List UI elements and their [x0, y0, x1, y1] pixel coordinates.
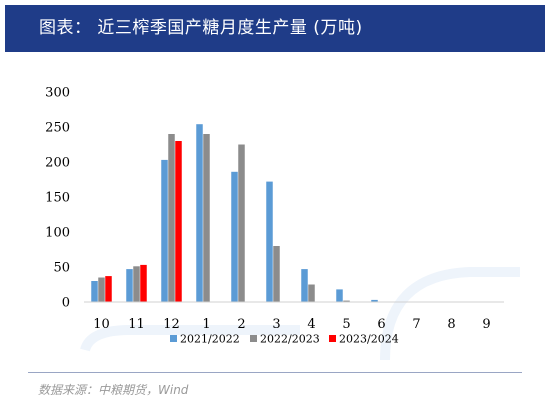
bar-2021-2022-6: [371, 299, 378, 302]
bar-2022-2023-5: [343, 300, 350, 302]
bar-2022-2023-2: [238, 144, 245, 302]
legend: 2021/2022 2022/2023 2023/2024: [170, 333, 399, 346]
legend-label: 2022/2023: [260, 333, 320, 346]
legend-label: 2021/2022: [180, 333, 240, 346]
y-axis: 0 50 100 150 200 250 300: [45, 86, 70, 311]
x-tick-label: 7: [412, 317, 420, 332]
bars: [91, 124, 490, 302]
bar-2021-2022-1: [196, 124, 203, 302]
x-tick-label: 3: [272, 317, 280, 332]
bar-2022-2023-11: [133, 266, 140, 302]
bar-2022-2023-4: [308, 284, 315, 302]
bar-2022-2023-10: [98, 277, 105, 302]
y-tick-label: 0: [62, 296, 70, 311]
bar-2022-2023-1: [203, 134, 210, 302]
bar-2021-2022-5: [336, 289, 343, 302]
bar-2021-2022-11: [126, 269, 133, 302]
x-tick-label: 9: [482, 317, 490, 332]
legend-label: 2023/2024: [339, 333, 399, 346]
chart-title: 图表： 近三榨季国产糖月度生产量 (万吨): [39, 18, 363, 38]
bar-2023-2024-12: [175, 141, 182, 302]
bar-2021-2022-12: [161, 159, 168, 302]
y-tick-label: 300: [45, 86, 70, 101]
source-note: 数据来源：中粮期货，Wind: [38, 383, 189, 397]
x-tick-label: 1: [202, 317, 210, 332]
bar-2021-2022-4: [301, 269, 308, 302]
bar-2021-2022-10: [91, 281, 98, 302]
x-tick-label: 2: [237, 317, 245, 332]
x-tick-label: 6: [377, 317, 385, 332]
footer-divider: [28, 372, 522, 373]
bar-2023-2024-11: [140, 264, 147, 302]
legend-swatch: [170, 335, 177, 342]
y-tick-label: 200: [45, 156, 70, 171]
bar-2021-2022-2: [231, 171, 238, 302]
bar-2022-2023-3: [273, 246, 280, 302]
y-tick-label: 100: [45, 226, 70, 241]
background-watermark: [80, 267, 520, 361]
legend-swatch: [329, 335, 336, 342]
y-tick-label: 50: [53, 261, 70, 276]
x-tick-label: 10: [93, 317, 110, 332]
x-tick-label: 11: [128, 317, 145, 332]
x-tick-label: 5: [342, 317, 350, 332]
x-tick-label: 12: [163, 317, 180, 332]
bar-2023-2024-10: [105, 276, 112, 302]
y-tick-label: 150: [45, 191, 70, 206]
x-tick-label: 4: [307, 317, 315, 332]
legend-swatch: [250, 335, 257, 342]
y-tick-label: 250: [45, 121, 70, 136]
bar-2022-2023-12: [168, 134, 175, 302]
x-axis: 10 11 12 1 2 3 4 5 6 7 8 9: [84, 301, 504, 332]
bar-2021-2022-3: [266, 181, 273, 302]
title-banner: 图表： 近三榨季国产糖月度生产量 (万吨): [5, 5, 545, 52]
x-tick-label: 8: [447, 317, 455, 332]
